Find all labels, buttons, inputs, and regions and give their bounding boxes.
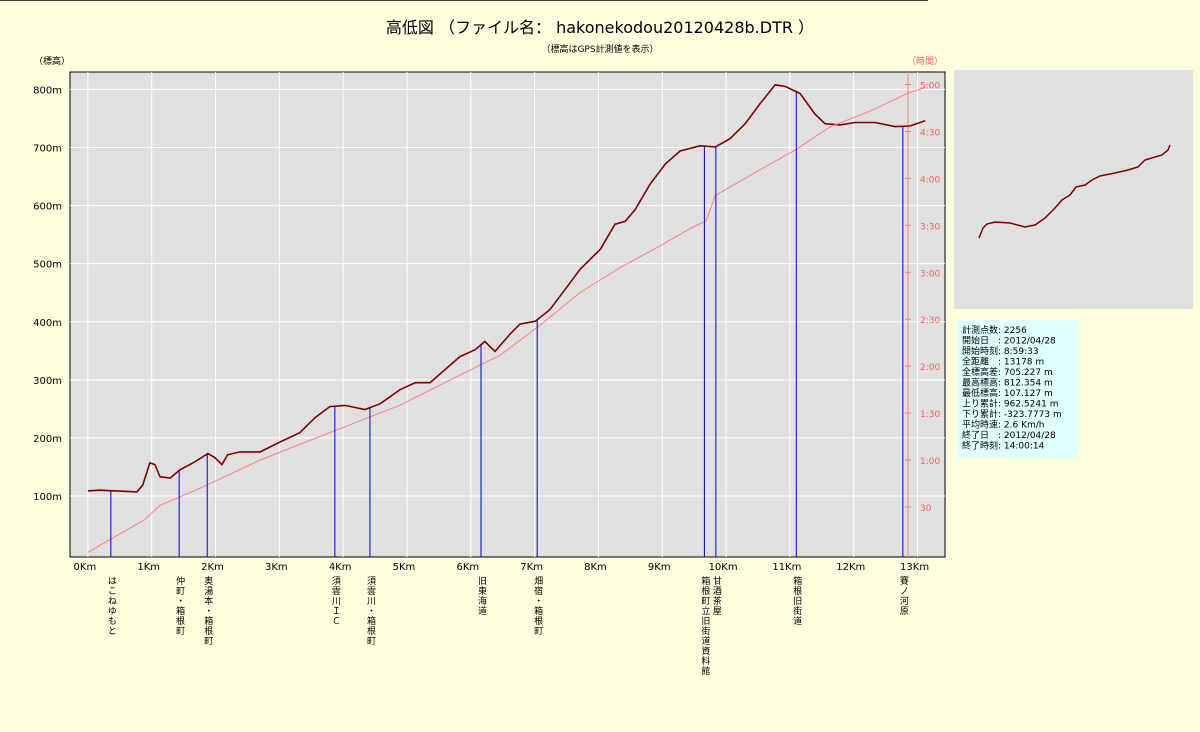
waypoint-label: 賽ノ河原 <box>898 575 909 616</box>
waypoint-label: 甘酒茶屋 <box>711 575 722 616</box>
waypoint-label: 旧東海道 <box>476 576 487 616</box>
x-tick-label: 6Km <box>456 562 479 573</box>
y-tick-label: 700m <box>33 144 62 155</box>
waypoint-label: 箱根町立旧街道資料館 <box>699 575 710 676</box>
y2-tick-label: 5:00 <box>920 82 940 92</box>
plot <box>70 72 945 557</box>
x-tick-label: 5Km <box>393 562 416 573</box>
y2-tick-label: 3:00 <box>920 269 940 279</box>
x-tick-label: 2Km <box>201 562 224 573</box>
waypoint-label: 奥湯本・箱根町 <box>202 575 213 646</box>
x-tick-label: 1Km <box>137 562 160 573</box>
y-tick-label: 800m <box>33 85 62 96</box>
stats-line: 開始時刻: 8:59:33 <box>962 345 1039 357</box>
y2-tick-label: 2:30 <box>920 316 940 326</box>
y2-tick-label: 4:00 <box>920 175 940 185</box>
chart-subtitle: （標高はGPS計測値を表示） <box>541 43 658 55</box>
x-tick-label: 10Km <box>709 562 738 573</box>
waypoint-label: 仲町・箱根町 <box>174 575 185 636</box>
x-tick-label: 7Km <box>520 562 543 573</box>
waypoint-label: はこねゆもと <box>106 576 117 636</box>
stats-line: 全標高差: 705.227 m <box>962 366 1053 378</box>
y2-tick-label: 30 <box>920 504 932 514</box>
stats-panel <box>957 320 1078 458</box>
y-tick-label: 200m <box>33 434 62 445</box>
waypoint-label: 須雲川ＩＣ <box>330 576 341 626</box>
y-axis-title: （標高） <box>34 55 70 67</box>
stats-line: 平均時速: 2.6 Km/h <box>962 419 1044 431</box>
y-tick-label: 500m <box>33 260 62 271</box>
x-tick-label: 4Km <box>329 562 352 573</box>
stats-line: 終了日 : 2012/04/28 <box>962 429 1056 441</box>
stats-line: 上り累計: 962.5241 m <box>962 398 1058 410</box>
x-tick-label: 8Km <box>584 562 607 573</box>
series-line <box>87 87 926 553</box>
y-tick-label: 300m <box>33 376 62 387</box>
x-tick-label: 0Km <box>74 562 97 573</box>
y2-tick-label: 1:30 <box>920 410 940 420</box>
chart-title: 高低図 （ファイル名： hakonekodou20120428b.DTR ） <box>386 18 814 37</box>
waypoint-label: 箱根旧街道 <box>791 575 802 626</box>
y2-axis-title: （時間） <box>907 56 943 67</box>
y2-tick-label: 3:30 <box>920 222 940 232</box>
route-track <box>978 144 1171 239</box>
y-tick-label: 400m <box>33 318 62 329</box>
stats-line: 全距離 : 13178 m <box>962 356 1044 368</box>
stats-line: 終了時刻: 14:00:14 <box>962 440 1045 452</box>
y2-tick-label: 4:30 <box>920 128 940 138</box>
series-line <box>87 83 926 493</box>
x-tick-label: 11Km <box>772 562 801 573</box>
x-tick-label: 3Km <box>265 562 288 573</box>
plot-area <box>69 71 946 558</box>
y-tick-label: 600m <box>33 202 62 213</box>
waypoint-label: 畑宿・箱根町 <box>532 575 543 636</box>
waypoint-label: 須雲川・箱根町 <box>365 576 376 646</box>
y2-tick-label: 1:00 <box>920 457 940 467</box>
stats-line: 下り累計: -323.7773 m <box>962 408 1062 420</box>
x-tick-label: 12Km <box>836 562 865 573</box>
stats-line: 最高標高: 812.354 m <box>962 377 1053 389</box>
x-tick-label: 9Km <box>648 562 671 573</box>
y-tick-label: 100m <box>33 492 62 503</box>
x-tick-label: 13Km <box>900 562 929 573</box>
stats-line: 開始日 : 2012/04/28 <box>962 335 1056 347</box>
y2-tick-label: 2:00 <box>920 363 940 373</box>
stats-line: 最低標高: 107.127 m <box>962 387 1053 399</box>
stats-line: 計測点数: 2256 <box>962 324 1027 336</box>
